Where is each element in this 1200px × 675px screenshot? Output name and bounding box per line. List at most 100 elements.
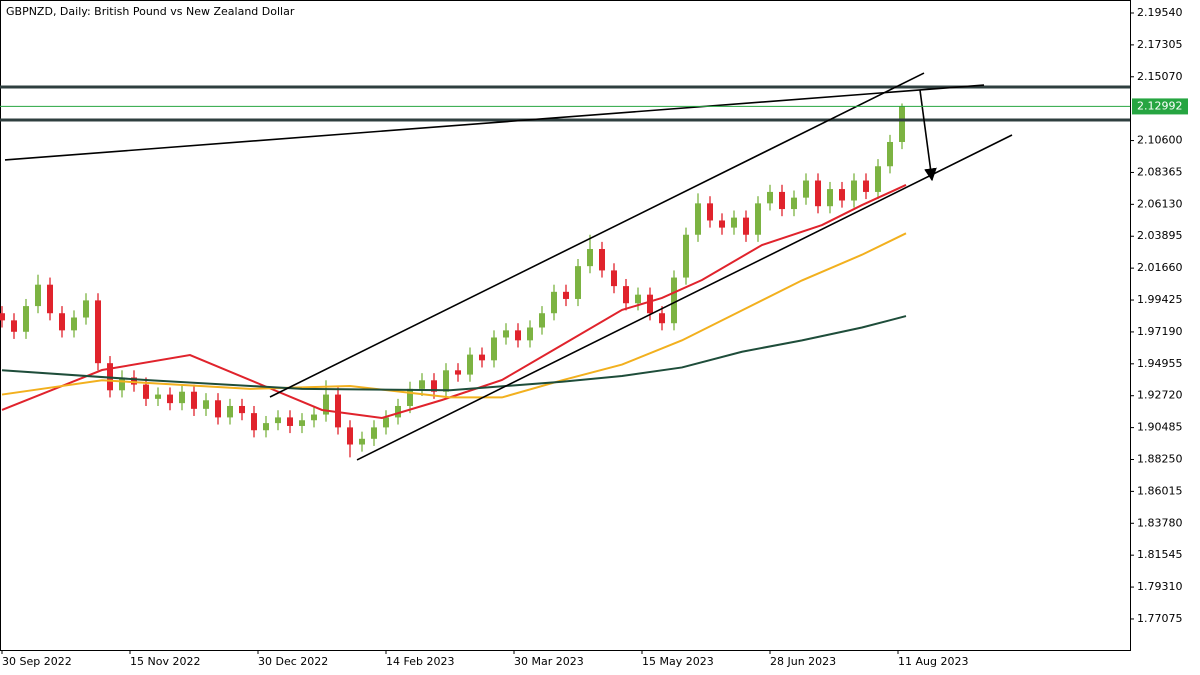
y-tick-label: 1.94955	[1137, 357, 1183, 370]
candle-body	[719, 220, 725, 228]
candle-body	[227, 405, 233, 418]
candle-body	[899, 106, 905, 142]
y-tick-label: 1.81545	[1137, 548, 1183, 561]
candle-body	[359, 438, 365, 445]
chart-title: GBPNZD, Daily: British Pound vs New Zeal…	[6, 5, 295, 18]
candle-body	[827, 189, 833, 207]
candle-body	[875, 166, 881, 192]
x-tick-label: 14 Feb 2023	[386, 655, 454, 668]
candle-body	[0, 313, 5, 321]
candle-body	[263, 423, 269, 431]
trend-line	[356, 134, 1013, 461]
candle-body	[251, 413, 257, 431]
candle-body	[587, 249, 593, 267]
x-tick-label: 30 Mar 2023	[514, 655, 584, 668]
candle-body	[647, 294, 653, 314]
x-tick-label: 30 Dec 2022	[258, 655, 328, 668]
candle-body	[11, 320, 17, 332]
y-tick-label: 2.08365	[1137, 165, 1183, 178]
candle-body	[455, 370, 461, 375]
candle-body	[35, 284, 41, 307]
candle-body	[815, 180, 821, 207]
x-tick-label: 30 Sep 2022	[2, 655, 72, 668]
candle-body	[659, 313, 665, 324]
candle-body	[791, 197, 797, 210]
candle-body	[71, 317, 77, 331]
candle-body	[755, 203, 761, 235]
candle-body	[563, 291, 569, 299]
candle-body	[395, 405, 401, 418]
candle-body	[743, 217, 749, 235]
candle-body	[683, 234, 689, 278]
candle-body	[431, 380, 437, 392]
y-tick-label: 1.92720	[1137, 389, 1183, 402]
candle-body	[671, 277, 677, 324]
candle-body	[611, 270, 617, 287]
y-tick-label: 1.77075	[1137, 612, 1183, 625]
candle-body	[599, 249, 605, 271]
y-tick-label: 2.17305	[1137, 38, 1183, 51]
y-tick-label: 1.83780	[1137, 516, 1183, 529]
candle-body	[695, 203, 701, 235]
candle-body	[83, 300, 89, 318]
candle-body	[851, 180, 857, 201]
candle-body	[863, 180, 869, 192]
candle-body	[47, 284, 53, 314]
candle-body	[575, 266, 581, 299]
x-tick-label: 15 May 2023	[642, 655, 714, 668]
last-price-label: 2.12992	[1137, 99, 1183, 112]
candle-body	[539, 313, 545, 328]
candle-body	[839, 189, 845, 201]
candle-body	[371, 427, 377, 439]
x-tick-label: 28 Jun 2023	[770, 655, 836, 668]
candle-body	[323, 394, 329, 415]
candle-body	[311, 414, 317, 421]
candle-body	[179, 391, 185, 404]
x-tick-label: 15 Nov 2022	[130, 655, 200, 668]
candle-body	[887, 141, 893, 167]
candle-body	[779, 191, 785, 210]
y-tick-label: 1.99425	[1137, 293, 1183, 306]
candle-body	[731, 217, 737, 228]
x-tick-label: 11 Aug 2023	[898, 655, 968, 668]
arrow	[919, 89, 937, 182]
candle-body	[527, 327, 533, 341]
moving-average	[1, 315, 907, 392]
y-tick-label: 2.15070	[1137, 70, 1183, 83]
candle-body	[347, 427, 353, 445]
candle-body	[119, 377, 125, 391]
candle-body	[443, 370, 449, 392]
last-price-box	[1132, 98, 1188, 115]
candle-body	[167, 394, 173, 404]
candle-body	[203, 400, 209, 409]
candle-body	[635, 294, 641, 304]
candle-body	[383, 417, 389, 428]
candle-body	[131, 377, 137, 385]
moving-average	[1, 232, 907, 399]
candle-body	[707, 203, 713, 221]
candle-body	[767, 191, 773, 204]
candle-body	[503, 330, 509, 338]
candle-body	[95, 300, 101, 364]
y-tick-label: 2.06130	[1137, 197, 1183, 210]
candle-body	[287, 417, 293, 426]
trend-line	[269, 72, 925, 398]
candle-body	[479, 354, 485, 361]
y-tick-label: 1.97190	[1137, 325, 1183, 338]
candle-body	[191, 391, 197, 409]
moving-average	[1, 184, 907, 419]
candle-body	[491, 337, 497, 361]
candle-body	[215, 400, 221, 418]
y-tick-label: 2.19540	[1137, 6, 1183, 19]
candle-body	[335, 394, 341, 428]
candle-body	[275, 417, 281, 424]
y-tick-label: 1.88250	[1137, 452, 1183, 465]
candle-body	[551, 291, 557, 314]
candle-body	[155, 394, 161, 399]
y-tick-label: 2.03895	[1137, 229, 1183, 242]
candle-body	[23, 306, 29, 332]
y-tick-label: 1.90485	[1137, 421, 1183, 434]
candle-body	[803, 180, 809, 198]
candle-body	[239, 405, 245, 414]
